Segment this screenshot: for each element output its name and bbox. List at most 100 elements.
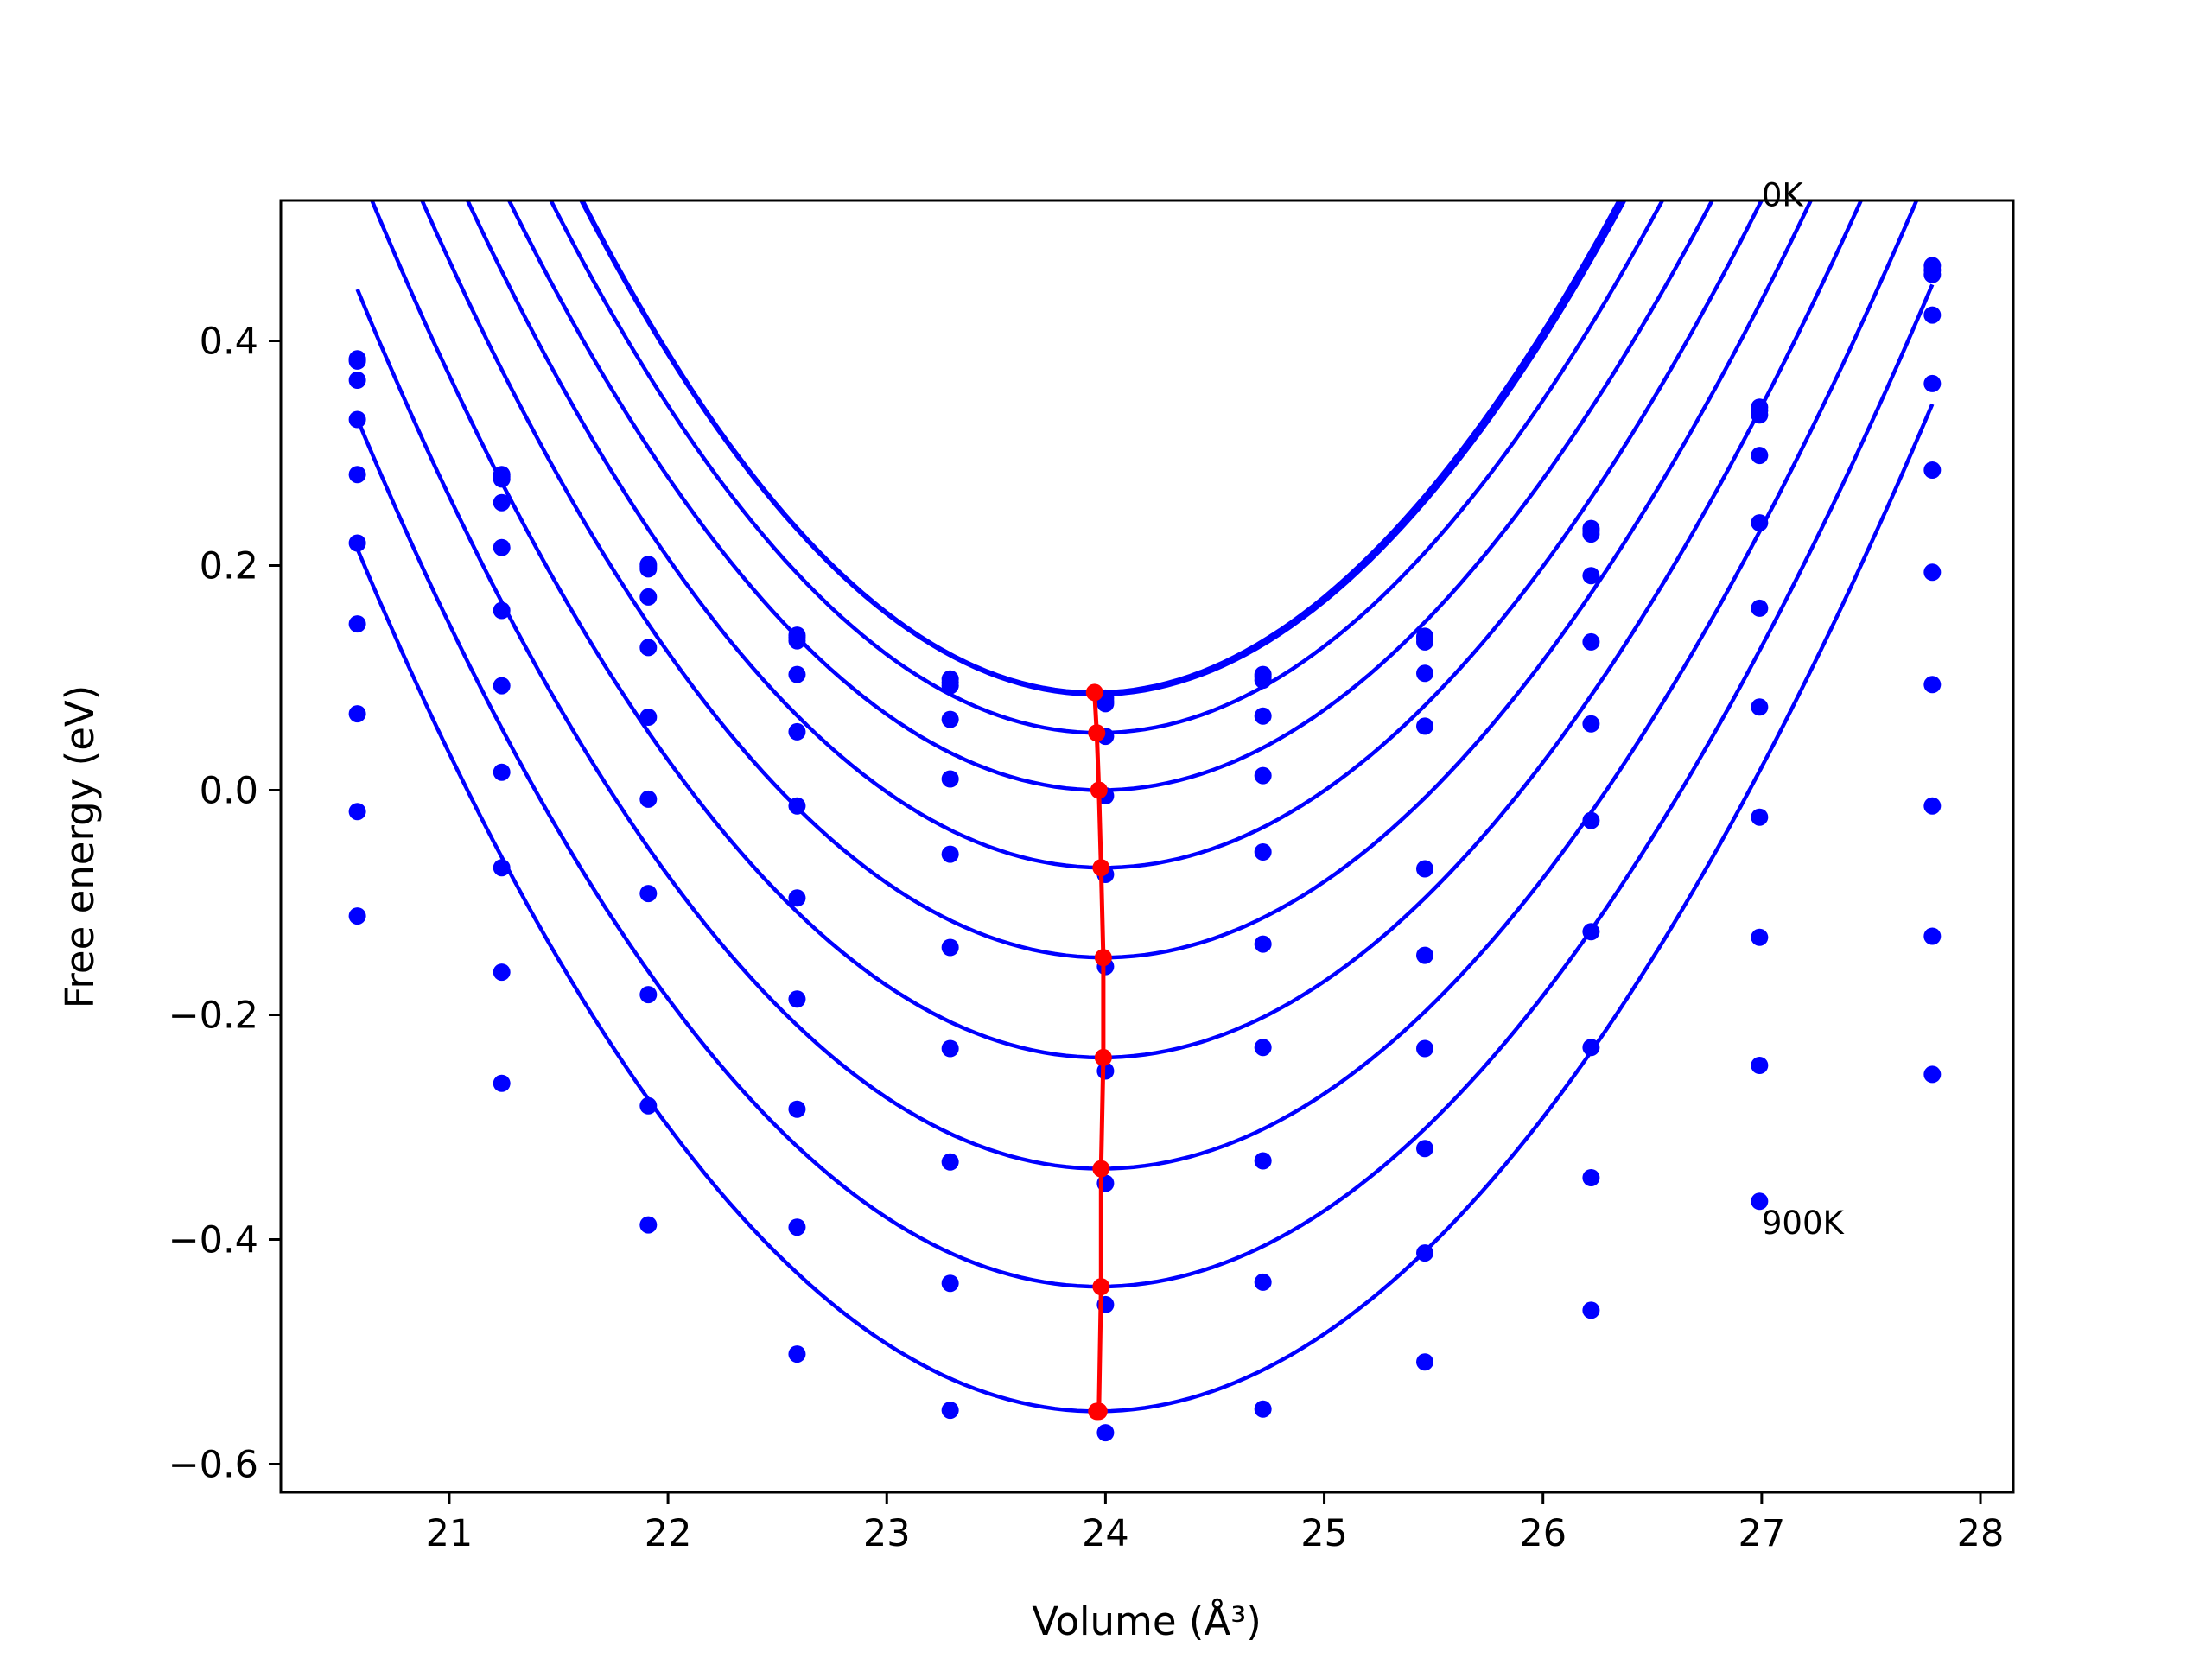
fit-curve (506, 200, 1715, 792)
data-point (1254, 1039, 1272, 1057)
data-point (493, 538, 511, 556)
data-point (1254, 1400, 1272, 1418)
data-point (788, 722, 806, 741)
data-point (1582, 1301, 1600, 1319)
data-point (1254, 843, 1272, 861)
data-point (493, 677, 511, 695)
data-point (941, 1274, 959, 1293)
y-tick-label: −0.6 (168, 1444, 258, 1487)
data-point (1751, 928, 1769, 946)
data-point (1923, 306, 1942, 324)
y-tick-label: 0.4 (200, 321, 258, 364)
data-point (348, 615, 366, 633)
data-point (348, 352, 366, 370)
plot-frame (279, 199, 2015, 1494)
x-tick-label: 28 (1957, 1512, 2005, 1555)
data-point (941, 710, 959, 728)
data-point (348, 534, 366, 552)
series-4 (348, 200, 1942, 804)
series-9 (348, 283, 1942, 1313)
data-point (639, 790, 658, 808)
fit-curve (355, 403, 1935, 1414)
x-axis-label: Volume (Å³) (1032, 1599, 1262, 1644)
minimum-point (1092, 1278, 1110, 1296)
series-3 (348, 200, 1942, 746)
data-point (1923, 461, 1942, 479)
minimum-point (1088, 1402, 1106, 1421)
data-point (788, 1218, 806, 1236)
data-point (1416, 664, 1434, 683)
minima-layer (1085, 683, 1112, 1421)
y-axis: −0.6 −0.4 −0.2 0.0 0.2 0.4 (168, 321, 281, 1487)
data-point (1751, 808, 1769, 826)
y-tick-label: −0.4 (168, 1219, 258, 1262)
fit-curve (579, 200, 1627, 697)
data-point (1582, 567, 1600, 585)
series-10 (348, 403, 1942, 1442)
data-point (788, 889, 806, 907)
data-point (348, 705, 366, 723)
x-tick-label: 27 (1738, 1512, 1786, 1555)
x-tick-label: 25 (1300, 1512, 1348, 1555)
data-point (1416, 860, 1434, 878)
data-point (1923, 265, 1942, 283)
y-axis-label: Free energy (eV) (57, 685, 103, 1008)
data-point (1096, 1424, 1115, 1442)
fit-curve (419, 200, 1814, 960)
data-point (1751, 1057, 1769, 1074)
data-point (1582, 1169, 1600, 1186)
data-point (941, 770, 959, 788)
data-point (1254, 935, 1272, 953)
data-point (348, 466, 366, 484)
data-point (1923, 374, 1942, 392)
minimum-point (1090, 781, 1108, 799)
x-axis: 21 22 23 24 25 26 27 28 (426, 1492, 2005, 1555)
data-point (493, 763, 511, 781)
data-point (493, 963, 511, 982)
data-point (1751, 1192, 1769, 1211)
data-point (1751, 698, 1769, 716)
data-point (1254, 707, 1272, 725)
minimum-point (1094, 1048, 1112, 1066)
series-7 (348, 200, 1942, 1080)
data-point (348, 803, 366, 821)
data-point (788, 1345, 806, 1363)
fit-curve (370, 200, 1864, 1060)
data-point (1254, 1273, 1272, 1291)
data-point (1254, 1152, 1272, 1170)
data-point (1416, 717, 1434, 735)
minimum-point (1088, 724, 1106, 742)
fit-curve (465, 200, 1764, 870)
x-tick-label: 24 (1082, 1512, 1129, 1555)
data-point (941, 1402, 959, 1420)
data-point (639, 986, 658, 1004)
data-point (348, 907, 366, 925)
y-tick-label: 0.2 (200, 545, 258, 588)
annotation-0k: 0K (1762, 177, 1805, 214)
x-tick-label: 23 (863, 1512, 911, 1555)
fit-curve (355, 283, 1935, 1289)
data-point (941, 938, 959, 957)
data-point (639, 560, 658, 578)
fit-curve (355, 200, 1919, 1171)
data-point (639, 709, 658, 726)
data-point (1416, 1353, 1434, 1371)
annotation-900k: 900K (1762, 1205, 1846, 1242)
fit-curve (548, 200, 1665, 735)
data-point (1923, 563, 1942, 582)
data-point (941, 845, 959, 863)
data-point (941, 1153, 959, 1171)
minima-line (1092, 692, 1106, 1414)
x-tick-label: 26 (1519, 1512, 1567, 1555)
data-point (941, 1039, 959, 1058)
data-point (493, 493, 511, 512)
data-point (1416, 946, 1434, 964)
minimum-point (1094, 949, 1112, 967)
series-8 (348, 200, 1942, 1192)
data-point (639, 639, 658, 657)
data-point (1923, 1065, 1942, 1084)
data-point (788, 990, 806, 1008)
data-point (1096, 695, 1115, 713)
